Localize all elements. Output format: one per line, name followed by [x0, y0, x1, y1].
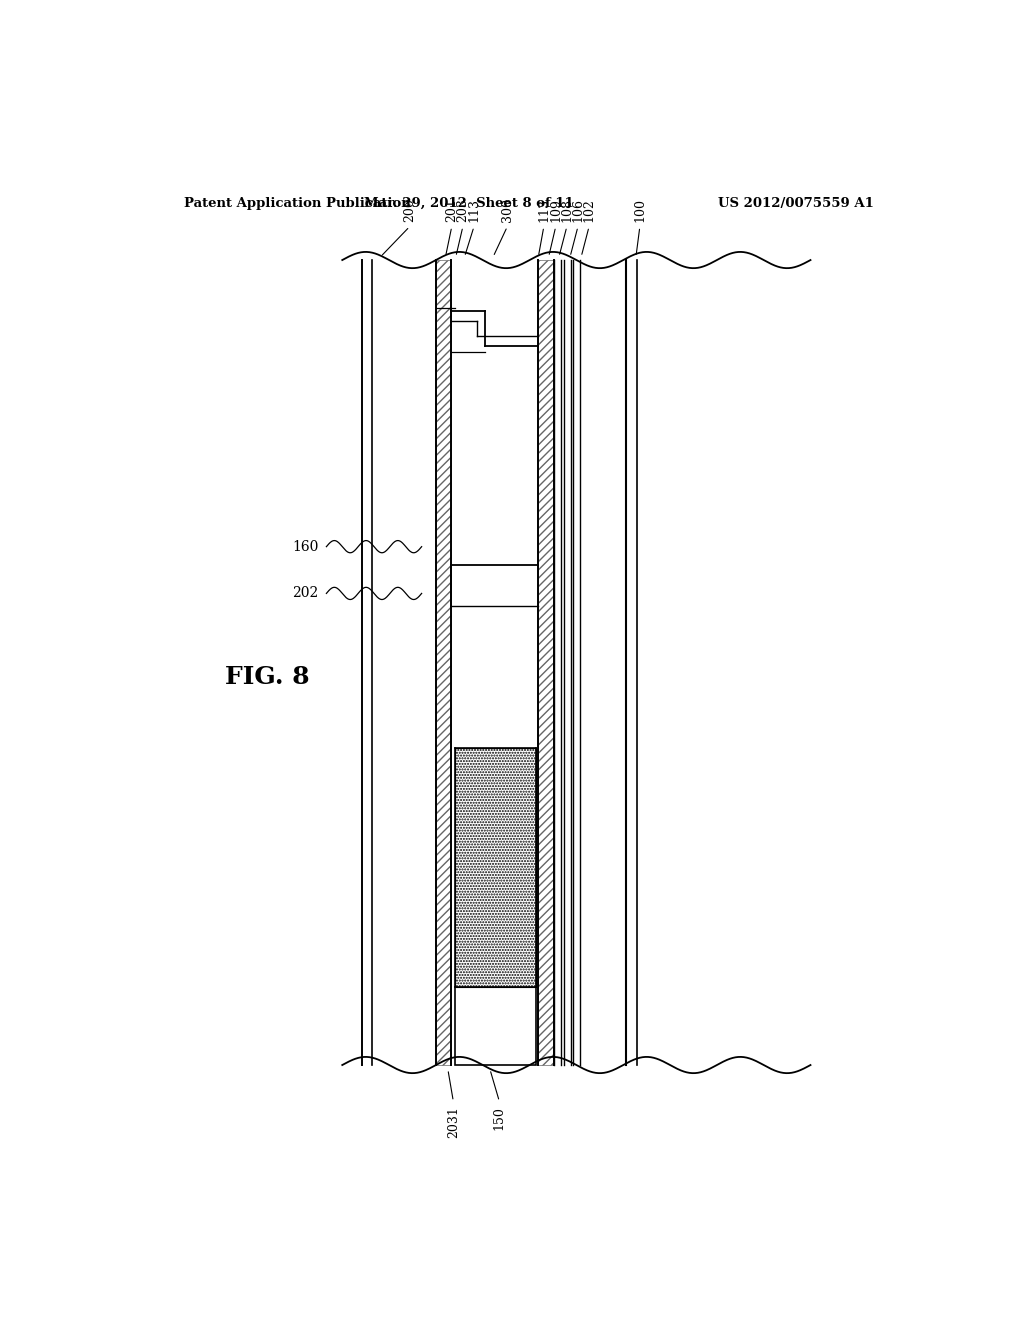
Bar	[455, 748, 536, 987]
Text: 106: 106	[571, 198, 585, 223]
Text: 160: 160	[292, 540, 318, 553]
Bar	[455, 748, 536, 987]
Text: 113: 113	[468, 198, 480, 223]
Text: 201: 201	[445, 198, 459, 223]
Bar	[455, 987, 536, 1065]
Text: 108: 108	[560, 198, 573, 223]
Text: 200: 200	[403, 198, 416, 223]
Text: 202: 202	[292, 586, 318, 601]
Text: US 2012/0075559 A1: US 2012/0075559 A1	[718, 197, 873, 210]
Text: Mar. 29, 2012  Sheet 8 of 11: Mar. 29, 2012 Sheet 8 of 11	[365, 197, 574, 210]
Text: 150: 150	[493, 1106, 506, 1130]
Text: 203: 203	[457, 198, 469, 223]
Text: FIG. 8: FIG. 8	[224, 665, 309, 689]
Text: 109: 109	[549, 198, 562, 223]
Text: 102: 102	[583, 198, 596, 223]
Text: Patent Application Publication: Patent Application Publication	[183, 197, 411, 210]
Bar	[362, 260, 638, 1065]
Bar	[539, 260, 554, 1065]
Bar	[436, 260, 451, 1065]
Text: 100: 100	[634, 198, 646, 223]
Text: 113: 113	[538, 198, 550, 223]
Text: 2031: 2031	[446, 1106, 460, 1138]
Text: 300: 300	[501, 198, 514, 223]
